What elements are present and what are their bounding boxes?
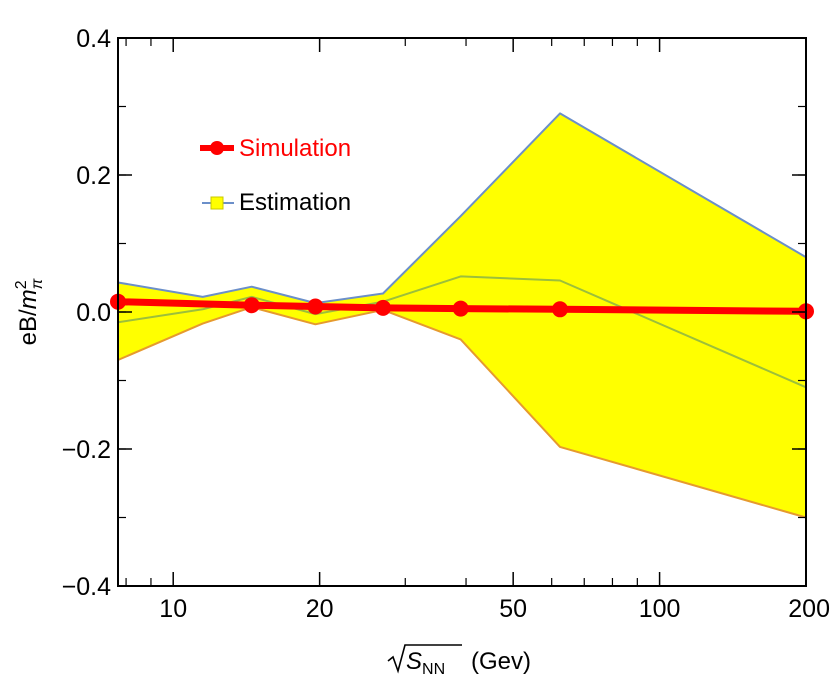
- y-axis-title-sup: 2: [13, 280, 30, 289]
- estimation-upper-line: [117, 112, 807, 305]
- x-tick-label: 10: [159, 595, 187, 623]
- x-tick-label: 200: [788, 595, 830, 623]
- y-tick-label: −0.2: [62, 436, 111, 464]
- x-axis-title-subscript: NN: [422, 661, 445, 678]
- y-tick-label: 0.2: [76, 162, 111, 190]
- x-axis-title-unit: (Gev): [471, 648, 531, 675]
- sqrt-sign: [387, 644, 462, 674]
- x-tick-label: 100: [639, 595, 681, 623]
- y-tick-label: 0.0: [76, 299, 111, 327]
- y-axis-title-m: m: [15, 289, 42, 309]
- simulation-point: [452, 300, 469, 317]
- y-tick-label: 0.4: [76, 25, 111, 53]
- y-axis-title: eB/m2π: [13, 278, 46, 345]
- legend-simulation-label: Simulation: [239, 135, 351, 162]
- legend-estimation-label: Estimation: [239, 189, 351, 216]
- simulation-point: [243, 297, 260, 314]
- x-axis-title-radicand: S: [406, 648, 422, 675]
- svg-text:eB/m2π: eB/m2π: [13, 278, 46, 345]
- y-axis-title-sub: π: [29, 278, 46, 289]
- y-axis-title-prefix: eB/: [15, 309, 42, 345]
- y-tick-label: −0.4: [62, 573, 111, 601]
- estimation-lower-line: [117, 306, 807, 519]
- svg-text:SNN: SNN: [406, 648, 445, 678]
- x-tick-label: 20: [306, 595, 334, 623]
- x-axis-title: SNN (Gev): [387, 644, 531, 678]
- legend: Simulation Estimation: [200, 135, 351, 216]
- axes: −0.4 −0.2 0.0 0.2 0.4 10 20 50 100 200: [62, 25, 830, 623]
- simulation-point: [375, 299, 391, 316]
- legend-simulation-marker: [210, 141, 224, 155]
- legend-estimation-marker: [210, 196, 224, 210]
- simulation-point: [552, 301, 568, 318]
- x-tick-label: 50: [499, 595, 527, 623]
- plot-area: [110, 112, 814, 519]
- simulation-point: [307, 298, 324, 315]
